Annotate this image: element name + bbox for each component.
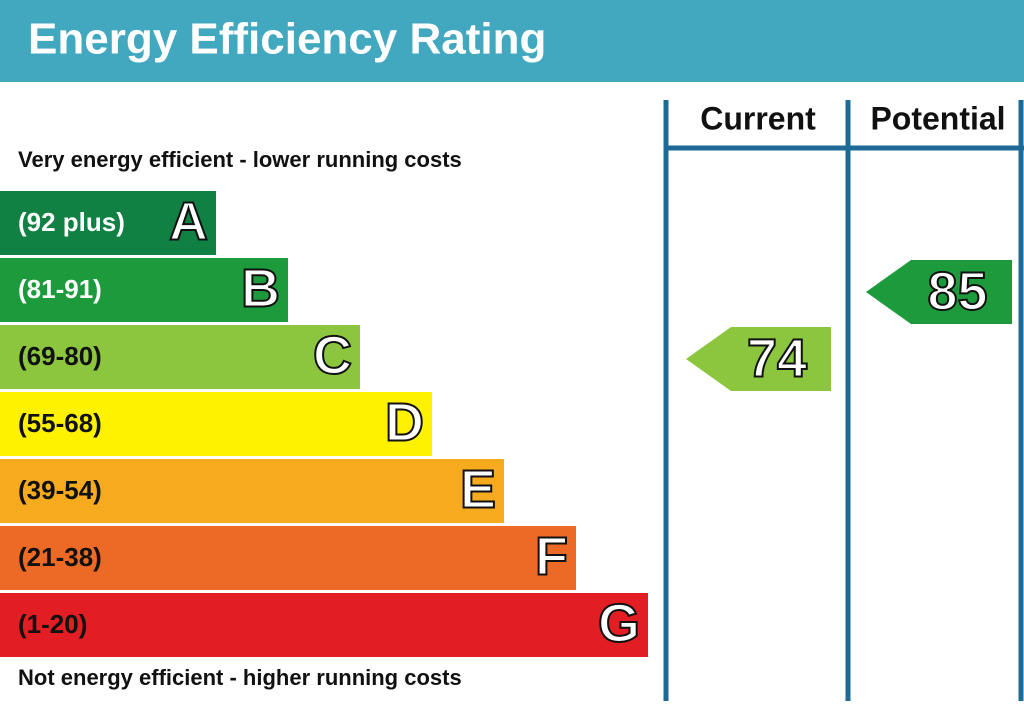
band-bar: [0, 526, 576, 590]
band-bar: [0, 191, 216, 255]
column-header: Current: [700, 100, 816, 136]
band-range: (81-91): [18, 274, 102, 304]
rating-arrow: [866, 260, 1012, 324]
title: Energy Efficiency Rating: [28, 15, 546, 64]
band-letter: A: [169, 191, 208, 251]
rating-value: 74: [747, 328, 807, 388]
band-letter: F: [535, 526, 568, 586]
column-header: Potential: [870, 100, 1005, 136]
bottom-note: Not energy efficient - higher running co…: [18, 665, 462, 690]
title-bar: [0, 0, 1024, 82]
band-bar: [0, 325, 360, 389]
band-range: (39-54): [18, 475, 102, 505]
band-letter: C: [313, 325, 352, 385]
band-letter: D: [385, 392, 424, 452]
band-range: (92 plus): [18, 207, 125, 237]
rating-arrow: [686, 327, 831, 391]
band-range: (1-20): [18, 609, 87, 639]
band-bar: [0, 593, 648, 657]
band-bar: [0, 258, 288, 322]
band-bar: [0, 392, 432, 456]
band-range: (21-38): [18, 542, 102, 572]
band-letter: B: [241, 258, 280, 318]
band-range: (69-80): [18, 341, 102, 371]
band-bar: [0, 459, 504, 523]
band-range: (55-68): [18, 408, 102, 438]
top-note: Very energy efficient - lower running co…: [18, 147, 462, 172]
band-letter: G: [598, 593, 640, 653]
rating-value: 85: [927, 261, 987, 321]
band-letter: E: [460, 459, 496, 519]
